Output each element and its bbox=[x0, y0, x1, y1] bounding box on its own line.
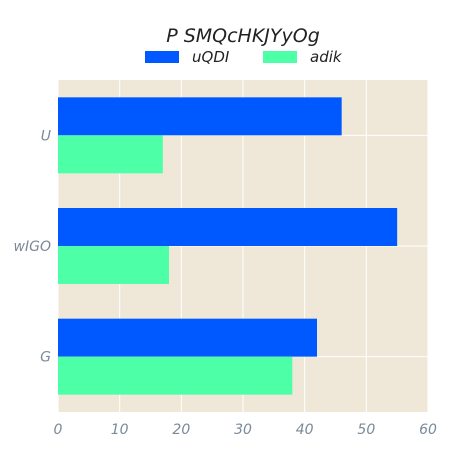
legend: uQDI adik bbox=[145, 48, 343, 66]
x-tick-label: 40 bbox=[296, 422, 314, 438]
y-tick-label: U bbox=[41, 128, 51, 144]
legend-label-adik: adik bbox=[310, 48, 343, 66]
x-tick-label: 20 bbox=[172, 422, 190, 438]
x-axis-ticks: 0 10 20 30 40 50 60 bbox=[54, 422, 437, 438]
legend-label-uQDI: uQDI bbox=[192, 48, 230, 66]
chart-title: P SMQcHKJYyOg bbox=[166, 25, 320, 47]
legend-swatch-adik bbox=[263, 51, 297, 63]
bar-adik-wIGO bbox=[58, 246, 169, 284]
x-tick-label: 0 bbox=[54, 422, 63, 438]
y-tick-label: wIGO bbox=[14, 239, 51, 255]
bar-uQDI-U bbox=[58, 97, 342, 136]
y-tick-label: G bbox=[40, 350, 51, 366]
legend-swatch-uQDI bbox=[145, 51, 179, 63]
x-tick-label: 50 bbox=[357, 422, 375, 438]
bar-uQDI-G bbox=[58, 318, 317, 357]
bar-adik-G bbox=[58, 356, 293, 395]
x-tick-label: 10 bbox=[111, 422, 129, 438]
x-tick-label: 60 bbox=[419, 422, 437, 438]
x-tick-label: 30 bbox=[234, 422, 252, 438]
bar-adik-U bbox=[58, 135, 163, 174]
bar-uQDI-wIGO bbox=[58, 208, 398, 246]
bar-layer bbox=[58, 97, 398, 395]
